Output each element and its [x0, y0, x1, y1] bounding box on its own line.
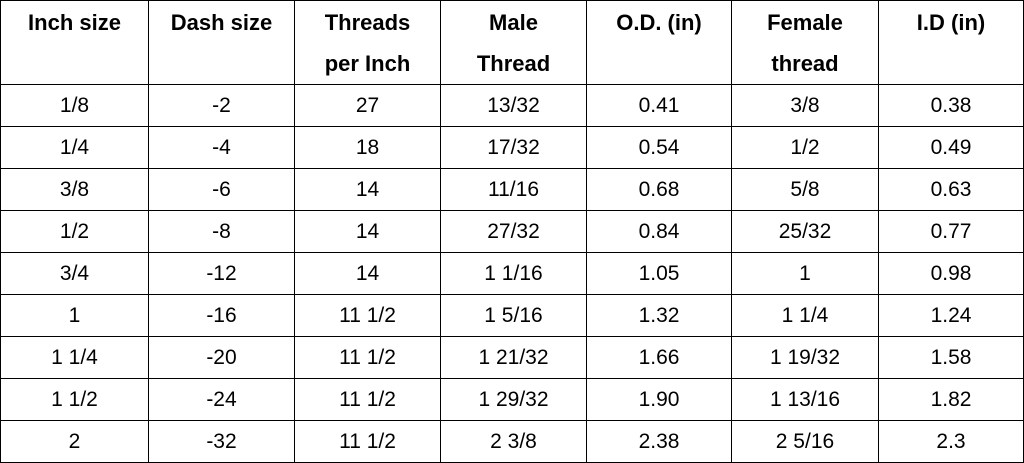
male-thread-header: Male Thread — [440, 0, 587, 85]
female-thread-cell: 1/2 — [731, 126, 879, 169]
male-thread-cell: 27/32 — [440, 210, 587, 253]
threads-per-inch-cell: 11 1/2 — [294, 336, 441, 379]
header-line: thread — [771, 51, 839, 76]
male-thread-cell: 11/16 — [440, 168, 587, 211]
table-header: Inch size Dash size Threads per Inch Male Thr… — [0, 0, 1024, 85]
male-thread-cell: 2 3/8 — [440, 420, 587, 463]
id-cell: 0.49 — [878, 126, 1024, 169]
inch-size-header: Inch size — [0, 0, 149, 85]
dash-size-cell: -6 — [148, 168, 295, 211]
male-thread-cell: 13/32 — [440, 84, 587, 127]
header-line: Inch size — [28, 10, 121, 35]
table-row: 1/2 -8 14 27/32 0.84 25/32 0.77 — [0, 210, 1024, 253]
inch-size-cell: 1/4 — [0, 126, 149, 169]
threads-per-inch-cell: 14 — [294, 210, 441, 253]
id-cell: 0.98 — [878, 252, 1024, 295]
dash-size-header: Dash size — [148, 0, 295, 85]
female-thread-cell: 1 13/16 — [731, 378, 879, 421]
female-thread-cell: 1 1/4 — [731, 294, 879, 337]
dash-size-cell: -32 — [148, 420, 295, 463]
male-thread-cell: 1 29/32 — [440, 378, 587, 421]
female-thread-cell: 2 5/16 — [731, 420, 879, 463]
inch-size-cell: 1 1/4 — [0, 336, 149, 379]
threads-per-inch-cell: 11 1/2 — [294, 294, 441, 337]
od-header: O.D. (in) — [586, 0, 732, 85]
female-thread-cell: 1 19/32 — [731, 336, 879, 379]
inch-size-cell: 1 — [0, 294, 149, 337]
dash-size-cell: -8 — [148, 210, 295, 253]
dash-size-cell: -4 — [148, 126, 295, 169]
male-thread-cell: 1 1/16 — [440, 252, 587, 295]
header-line: Dash size — [170, 10, 273, 35]
od-cell: 1.32 — [586, 294, 732, 337]
threads-per-inch-cell: 14 — [294, 168, 441, 211]
table-row: 1 -16 11 1/2 1 5/16 1.32 1 1/4 1.24 — [0, 294, 1024, 337]
table-row: 3/4 -12 14 1 1/16 1.05 1 0.98 — [0, 252, 1024, 295]
table-row: 1/4 -4 18 17/32 0.54 1/2 0.49 — [0, 126, 1024, 169]
od-cell: 0.41 — [586, 84, 732, 127]
dash-size-cell: -24 — [148, 378, 295, 421]
dash-size-cell: -20 — [148, 336, 295, 379]
id-cell: 1.58 — [878, 336, 1024, 379]
table-row: 1 1/2 -24 11 1/2 1 29/32 1.90 1 13/16 1.82 — [0, 378, 1024, 421]
header-line: Thread — [476, 51, 551, 76]
table-body: 1/8 -2 27 13/32 0.41 3/8 0.38 1/4 -4 18 17/32 0.54 1… — [0, 84, 1024, 463]
inch-size-cell: 2 — [0, 420, 149, 463]
table-row: 1 1/4 -20 11 1/2 1 21/32 1.66 1 19/32 1.58 — [0, 336, 1024, 379]
id-header: I.D (in) — [878, 0, 1024, 85]
inch-size-cell: 3/8 — [0, 168, 149, 211]
threads-per-inch-cell: 27 — [294, 84, 441, 127]
table-row: 2 -32 11 1/2 2 3/8 2.38 2 5/16 2.3 — [0, 420, 1024, 463]
header-line: O.D. (in) — [616, 10, 702, 35]
id-cell: 2.3 — [878, 420, 1024, 463]
dash-size-cell: -12 — [148, 252, 295, 295]
male-thread-cell: 17/32 — [440, 126, 587, 169]
id-cell: 0.38 — [878, 84, 1024, 127]
od-cell: 0.68 — [586, 168, 732, 211]
threads-per-inch-header: Threads per Inch — [294, 0, 441, 85]
header-line: I.D (in) — [916, 10, 986, 35]
header-line: Female — [767, 10, 843, 35]
male-thread-cell: 1 5/16 — [440, 294, 587, 337]
od-cell: 0.84 — [586, 210, 732, 253]
header-row: Inch size Dash size Threads per Inch Male Thr… — [0, 0, 1024, 85]
header-line: Male — [489, 10, 538, 35]
id-cell: 0.63 — [878, 168, 1024, 211]
inch-size-cell: 3/4 — [0, 252, 149, 295]
female-thread-cell: 5/8 — [731, 168, 879, 211]
threads-per-inch-cell: 18 — [294, 126, 441, 169]
female-thread-header: Female thread — [731, 0, 879, 85]
female-thread-cell: 3/8 — [731, 84, 879, 127]
od-cell: 2.38 — [586, 420, 732, 463]
table-row: 3/8 -6 14 11/16 0.68 5/8 0.63 — [0, 168, 1024, 211]
od-cell: 0.54 — [586, 126, 732, 169]
female-thread-cell: 25/32 — [731, 210, 879, 253]
header-line: Threads — [324, 10, 411, 35]
threads-per-inch-cell: 14 — [294, 252, 441, 295]
inch-size-cell: 1/2 — [0, 210, 149, 253]
female-thread-cell: 1 — [731, 252, 879, 295]
inch-size-cell: 1/8 — [0, 84, 149, 127]
threads-per-inch-cell: 11 1/2 — [294, 378, 441, 421]
od-cell: 1.05 — [586, 252, 732, 295]
od-cell: 1.66 — [586, 336, 732, 379]
od-cell: 1.90 — [586, 378, 732, 421]
id-cell: 1.82 — [878, 378, 1024, 421]
threads-per-inch-cell: 11 1/2 — [294, 420, 441, 463]
id-cell: 1.24 — [878, 294, 1024, 337]
inch-size-cell: 1 1/2 — [0, 378, 149, 421]
id-cell: 0.77 — [878, 210, 1024, 253]
dash-size-cell: -16 — [148, 294, 295, 337]
table-row: 1/8 -2 27 13/32 0.41 3/8 0.38 — [0, 84, 1024, 127]
dash-size-cell: -2 — [148, 84, 295, 127]
male-thread-cell: 1 21/32 — [440, 336, 587, 379]
header-line: per Inch — [324, 51, 411, 76]
